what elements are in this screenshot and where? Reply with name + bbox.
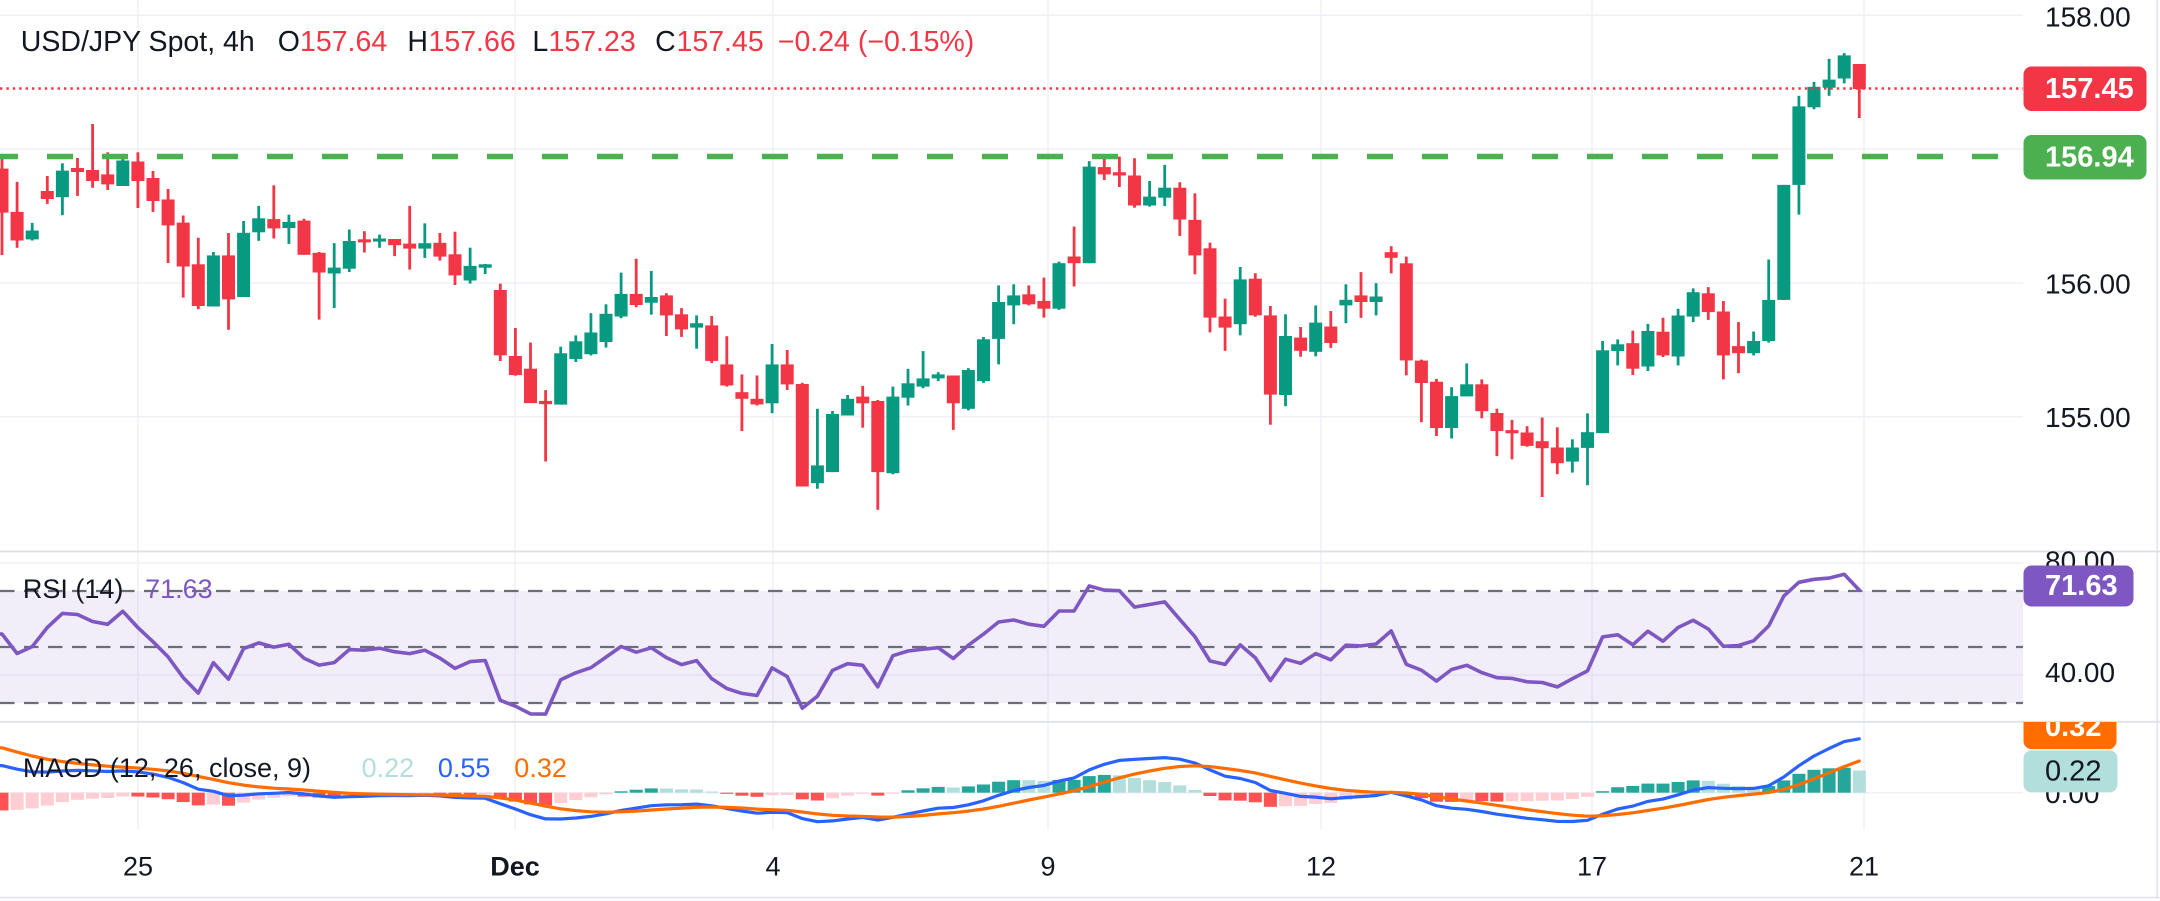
svg-text:155.00: 155.00 xyxy=(2045,402,2131,433)
svg-text:17: 17 xyxy=(1577,852,1607,882)
svg-text:0.32: 0.32 xyxy=(2045,711,2101,743)
svg-text:156.94: 156.94 xyxy=(2045,141,2134,173)
svg-text:21: 21 xyxy=(1849,852,1879,882)
svg-text:Dec: Dec xyxy=(490,852,540,882)
svg-text:157.45: 157.45 xyxy=(2045,73,2134,105)
svg-text:O: O xyxy=(278,26,300,58)
svg-text:H: H xyxy=(407,26,428,58)
svg-text:157.23: 157.23 xyxy=(549,26,636,58)
svg-text:4: 4 xyxy=(765,852,780,882)
svg-text:157.45: 157.45 xyxy=(677,26,764,58)
svg-text:0.55: 0.55 xyxy=(438,753,491,783)
svg-text:MACD (12, 26, close, 9): MACD (12, 26, close, 9) xyxy=(23,753,311,783)
svg-text:−0.24 (−0.15%): −0.24 (−0.15%) xyxy=(778,26,974,58)
svg-text:12: 12 xyxy=(1306,852,1336,882)
svg-text:L: L xyxy=(532,26,548,58)
svg-text:C: C xyxy=(655,26,676,58)
svg-text:0.32: 0.32 xyxy=(514,753,567,783)
svg-text:40.00: 40.00 xyxy=(2045,657,2115,688)
svg-text:157.66: 157.66 xyxy=(429,26,516,58)
svg-text:0.22: 0.22 xyxy=(362,753,415,783)
svg-text:158.00: 158.00 xyxy=(2045,2,2131,33)
svg-text:156.00: 156.00 xyxy=(2045,268,2131,299)
svg-text:RSI (14): RSI (14) xyxy=(23,574,124,604)
svg-text:9: 9 xyxy=(1040,852,1055,882)
svg-text:71.63: 71.63 xyxy=(145,574,213,604)
svg-text:0.22: 0.22 xyxy=(2045,756,2101,788)
svg-text:USD/JPY Spot, 4h: USD/JPY Spot, 4h xyxy=(21,26,255,58)
svg-text:25: 25 xyxy=(123,852,153,882)
svg-text:71.63: 71.63 xyxy=(2045,570,2118,602)
svg-text:157.64: 157.64 xyxy=(300,26,387,58)
